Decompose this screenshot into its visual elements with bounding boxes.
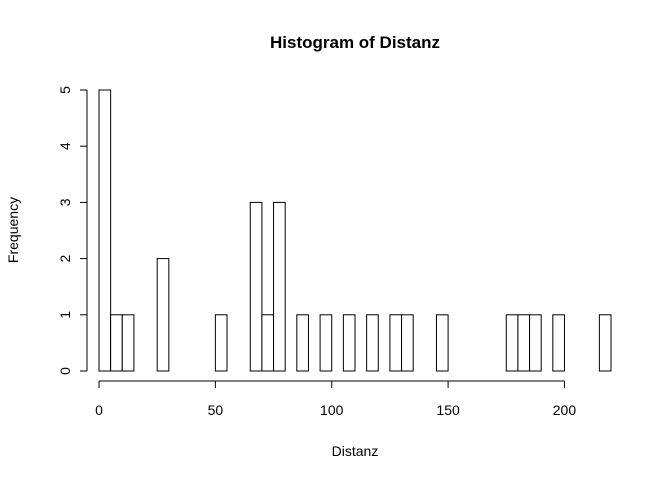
y-tick-label: 0	[57, 367, 73, 375]
y-tick-label: 5	[57, 86, 73, 94]
histogram-bar	[121, 314, 135, 372]
y-tick-label: 1	[57, 311, 73, 319]
x-tick-label: 50	[208, 402, 224, 418]
x-tick-label: 0	[95, 402, 103, 418]
histogram-bar	[156, 258, 170, 372]
histogram-bar	[517, 314, 531, 372]
histogram-bar	[505, 314, 519, 372]
y-tick-label: 3	[57, 198, 73, 206]
x-tick-label: 100	[320, 402, 344, 418]
histogram-bar	[296, 314, 309, 372]
histogram-bar	[435, 314, 449, 372]
y-tick-label: 2	[57, 254, 73, 262]
x-axis-label: Distanz	[332, 443, 379, 459]
x-tick-label: 150	[436, 402, 460, 418]
histogram-bar	[598, 314, 612, 372]
y-axis-label: Frequency	[5, 197, 21, 263]
y-tick-label: 4	[57, 142, 73, 150]
histogram-bar	[110, 314, 123, 372]
x-tick-label: 200	[553, 402, 577, 418]
histogram-bar	[366, 314, 379, 372]
histogram-bar	[529, 314, 542, 372]
histogram-bar	[214, 314, 228, 372]
histogram-bar	[342, 314, 356, 372]
bars-group	[98, 89, 612, 372]
histogram-bar	[273, 201, 286, 372]
histogram-bar	[389, 314, 403, 372]
histogram-bar	[401, 314, 414, 372]
chart-title: Histogram of Distanz	[270, 33, 440, 52]
histogram-bar	[261, 314, 275, 372]
histogram-bar	[98, 89, 112, 372]
x-axis: 0 50 100 150 200	[95, 380, 577, 418]
histogram-bar	[249, 201, 263, 372]
histogram-bar	[319, 314, 333, 372]
histogram-bar	[552, 314, 565, 372]
y-axis: 0 1 2 3 4 5	[57, 86, 88, 375]
